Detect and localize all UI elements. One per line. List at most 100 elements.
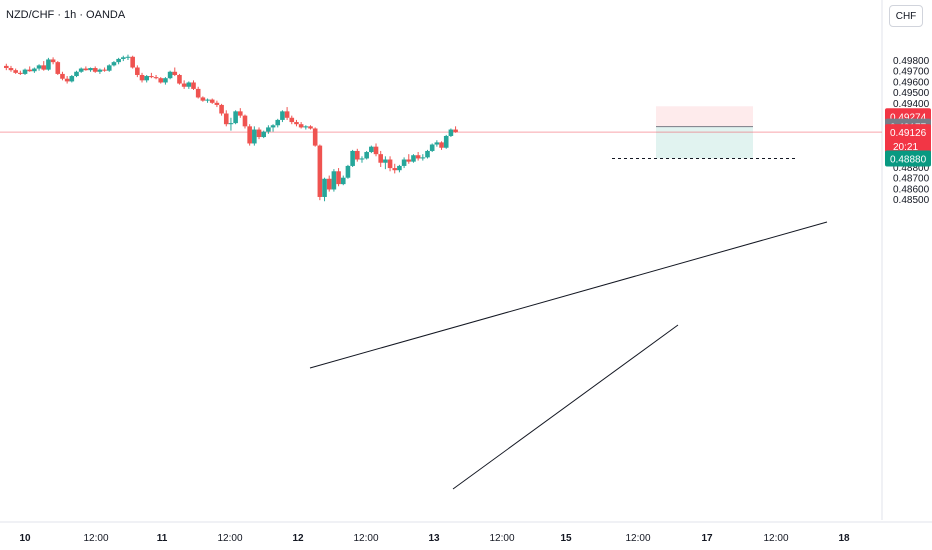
candle-body — [443, 135, 449, 148]
candle-body — [228, 123, 234, 125]
candle-body — [369, 146, 374, 153]
candle-body — [359, 158, 365, 160]
time-tick-label: 12 — [292, 533, 304, 544]
candle-body — [275, 119, 281, 126]
candle-body — [200, 97, 206, 101]
candle-body — [149, 76, 154, 78]
time-tick-label: 17 — [701, 533, 713, 544]
candle-body — [13, 70, 18, 73]
time-tick-label: 13 — [428, 533, 440, 544]
candle-body — [177, 74, 182, 84]
upper-trendline[interactable] — [309, 221, 828, 369]
candle-body — [336, 171, 341, 185]
candle-body — [36, 65, 42, 69]
candle-body — [425, 150, 430, 158]
candle-body — [355, 150, 360, 160]
candle-body — [130, 56, 135, 68]
candle-body — [195, 88, 201, 98]
target-price-tag: 0.48880 — [890, 154, 927, 165]
currency-button[interactable]: CHF — [889, 5, 923, 27]
candle-body — [41, 65, 47, 70]
candle-body — [383, 159, 388, 163]
candle-body — [106, 65, 112, 71]
candles — [4, 54, 458, 202]
candle-body — [453, 129, 458, 133]
candle-body — [18, 72, 23, 74]
stop-price-tag: 0.49274 — [890, 112, 927, 123]
time-tick-label: 12:00 — [217, 533, 242, 544]
candle-body — [74, 71, 79, 77]
candle-body — [326, 178, 332, 190]
candle-body — [158, 78, 164, 83]
time-tick-label: 12:00 — [763, 533, 788, 544]
target-price-tag-bg — [885, 150, 931, 167]
candle-body — [252, 129, 257, 144]
time-tick-label: 18 — [838, 533, 850, 544]
candle-body — [121, 57, 126, 59]
price-tick-label: 0.49700 — [893, 67, 930, 78]
time-axis[interactable]: 10 12:00 11 12:00 12 12:00 13 12:00 15 12:00 17 12:… — [19, 533, 850, 544]
candle-body — [22, 69, 28, 74]
current-price-tag-bg — [885, 124, 931, 155]
candle-body — [8, 68, 14, 71]
candle-body — [60, 73, 65, 79]
candle-body — [125, 56, 131, 58]
candle-body — [153, 77, 159, 79]
price-tick-label: 0.48500 — [893, 195, 930, 206]
price-tick-label: 0.49600 — [893, 77, 930, 88]
candle-body — [186, 82, 192, 87]
candle-body — [233, 111, 238, 124]
stop-loss-zone[interactable] — [656, 106, 753, 127]
candle-body — [340, 177, 346, 185]
candle-body — [270, 125, 276, 128]
candle-body — [284, 111, 290, 118]
candle-body — [92, 68, 98, 72]
candle-body — [256, 129, 262, 138]
candle-body — [116, 58, 121, 63]
candle-body — [378, 154, 383, 163]
time-tick-label: 15 — [560, 533, 572, 544]
candle-body — [350, 150, 355, 166]
candle-body — [191, 82, 196, 89]
take-profit-zone[interactable] — [656, 126, 753, 159]
candle-body — [78, 68, 84, 72]
candle-body — [266, 127, 271, 132]
candle-body — [429, 144, 435, 151]
candle-body — [345, 165, 351, 178]
price-tick-label: 0.48700 — [893, 174, 930, 185]
price-tick-label: 0.49800 — [893, 56, 930, 67]
lower-trendline[interactable] — [452, 324, 679, 490]
candle-body — [27, 69, 32, 72]
price-tick-label: 0.48600 — [893, 184, 930, 195]
candle-body — [32, 68, 37, 72]
long-position-tool[interactable] — [656, 106, 753, 159]
candle-body — [69, 76, 75, 82]
candle-body — [181, 83, 187, 87]
candle-body — [238, 111, 243, 116]
candle-body — [4, 65, 9, 69]
candle-body — [83, 68, 89, 71]
candle-body — [55, 62, 61, 74]
price-tick-label: 0.48800 — [893, 163, 930, 174]
candle-body — [303, 126, 309, 128]
candle-body — [209, 99, 215, 103]
candle-body — [163, 78, 168, 83]
candle-body — [439, 142, 444, 148]
current-price-tag: 0.49126 — [890, 128, 927, 139]
candle-body — [298, 124, 304, 128]
candle-body — [135, 67, 140, 75]
candle-body — [242, 115, 248, 127]
candle-body — [322, 178, 327, 197]
candle-body — [289, 117, 295, 123]
candle-body — [331, 171, 337, 190]
candle-body — [139, 74, 145, 81]
candle-body — [167, 71, 173, 79]
candle-body — [97, 69, 103, 72]
candle-body — [102, 69, 107, 71]
candle-body — [219, 104, 224, 114]
candle-body — [434, 142, 440, 145]
candle-body — [392, 168, 398, 171]
candle-body — [214, 102, 220, 105]
candle-body — [50, 59, 56, 63]
